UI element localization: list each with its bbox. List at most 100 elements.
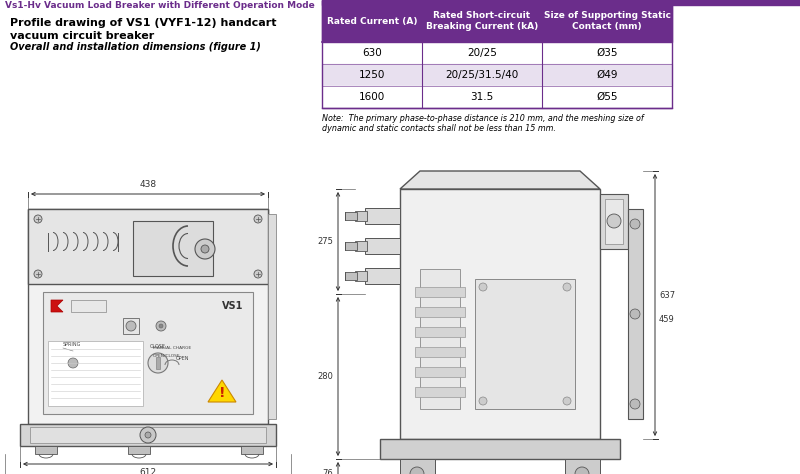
Bar bbox=[28, 209, 268, 284]
Bar bbox=[43, 292, 253, 414]
Bar bbox=[345, 212, 357, 220]
Bar bbox=[20, 424, 276, 446]
Bar bbox=[365, 238, 400, 254]
Bar bbox=[355, 211, 367, 221]
Text: Note:  The primary phase-to-phase distance is 210 mm, and the meshing size of
dy: Note: The primary phase-to-phase distanc… bbox=[322, 114, 644, 133]
Polygon shape bbox=[208, 380, 236, 402]
Bar bbox=[322, 0, 672, 108]
Bar bbox=[415, 327, 465, 337]
Bar bbox=[28, 209, 268, 424]
Text: SPRING: SPRING bbox=[63, 342, 82, 347]
Text: 459: 459 bbox=[659, 316, 674, 325]
Text: 275: 275 bbox=[317, 237, 333, 246]
Text: 31.5: 31.5 bbox=[470, 92, 494, 102]
Bar bbox=[241, 446, 263, 454]
Circle shape bbox=[575, 467, 589, 474]
Circle shape bbox=[410, 467, 424, 474]
Bar bbox=[365, 208, 400, 224]
Circle shape bbox=[140, 427, 156, 443]
Text: MANUAL CHARGE: MANUAL CHARGE bbox=[153, 346, 191, 350]
Text: 20/25: 20/25 bbox=[467, 48, 497, 58]
Bar bbox=[565, 459, 600, 474]
Text: 438: 438 bbox=[139, 180, 157, 189]
Bar bbox=[380, 439, 620, 459]
Text: CLOSE: CLOSE bbox=[150, 344, 166, 349]
Circle shape bbox=[159, 324, 163, 328]
Bar bbox=[415, 287, 465, 297]
Circle shape bbox=[607, 214, 621, 228]
Bar bbox=[133, 221, 213, 276]
Circle shape bbox=[156, 321, 166, 331]
Bar bbox=[605, 199, 623, 244]
Circle shape bbox=[34, 215, 42, 223]
Circle shape bbox=[61, 351, 85, 375]
Circle shape bbox=[34, 270, 42, 278]
Bar bbox=[35, 446, 57, 454]
Text: 1600: 1600 bbox=[359, 92, 385, 102]
Circle shape bbox=[479, 397, 487, 405]
Bar bbox=[365, 268, 400, 284]
Text: 612: 612 bbox=[139, 468, 157, 474]
Bar bbox=[400, 189, 600, 439]
Circle shape bbox=[195, 239, 215, 259]
Text: Profile drawing of VS1 (VYF1-12) handcart: Profile drawing of VS1 (VYF1-12) handcar… bbox=[10, 18, 277, 28]
Text: Size of Supporting Static
Contact (mm): Size of Supporting Static Contact (mm) bbox=[543, 11, 670, 31]
Text: !: ! bbox=[218, 386, 226, 400]
Text: Ø55: Ø55 bbox=[596, 92, 618, 102]
Bar bbox=[128, 446, 150, 454]
Text: Rated Short-circuit
Breaking Current (kA): Rated Short-circuit Breaking Current (kA… bbox=[426, 11, 538, 31]
Bar bbox=[71, 300, 106, 312]
Text: OPEN: OPEN bbox=[176, 356, 190, 361]
Circle shape bbox=[630, 399, 640, 409]
Bar bbox=[415, 347, 465, 357]
Bar bbox=[345, 272, 357, 280]
Bar bbox=[48, 341, 143, 406]
Text: Ø49: Ø49 bbox=[596, 70, 618, 80]
Bar bbox=[355, 271, 367, 281]
Bar bbox=[355, 241, 367, 251]
Bar bbox=[415, 367, 465, 377]
Circle shape bbox=[145, 432, 151, 438]
Bar bbox=[322, 0, 800, 5]
Circle shape bbox=[563, 397, 571, 405]
Bar bbox=[400, 459, 435, 474]
Text: 20/25/31.5/40: 20/25/31.5/40 bbox=[446, 70, 518, 80]
Text: 280: 280 bbox=[317, 372, 333, 381]
Circle shape bbox=[254, 215, 262, 223]
Circle shape bbox=[68, 358, 78, 368]
Bar bbox=[156, 357, 160, 369]
Bar bbox=[322, 42, 672, 64]
Bar bbox=[600, 194, 628, 249]
Text: VS1: VS1 bbox=[222, 301, 243, 311]
Polygon shape bbox=[51, 300, 63, 312]
Text: 1250: 1250 bbox=[359, 70, 385, 80]
Circle shape bbox=[479, 283, 487, 291]
Polygon shape bbox=[400, 171, 600, 189]
Bar bbox=[415, 307, 465, 317]
Text: 637: 637 bbox=[659, 291, 675, 300]
Circle shape bbox=[630, 309, 640, 319]
Bar bbox=[475, 279, 575, 409]
Circle shape bbox=[254, 270, 262, 278]
Text: vacuum circuit breaker: vacuum circuit breaker bbox=[10, 31, 154, 41]
Text: 76: 76 bbox=[322, 470, 333, 474]
Text: Ø35: Ø35 bbox=[596, 48, 618, 58]
Circle shape bbox=[630, 219, 640, 229]
Text: Rated Current (A): Rated Current (A) bbox=[326, 17, 418, 26]
Bar bbox=[322, 86, 672, 108]
Circle shape bbox=[201, 245, 209, 253]
Bar bbox=[628, 209, 643, 419]
Text: OPEN/CLOSE: OPEN/CLOSE bbox=[153, 354, 181, 358]
Bar bbox=[322, 0, 672, 42]
Bar bbox=[345, 242, 357, 250]
Text: Vs1-Hv Vacuum Load Breaker with Different Operation Mode: Vs1-Hv Vacuum Load Breaker with Differen… bbox=[5, 1, 315, 10]
Circle shape bbox=[148, 353, 168, 373]
Bar bbox=[322, 64, 672, 86]
Circle shape bbox=[126, 321, 136, 331]
Bar bbox=[420, 269, 460, 409]
Bar bbox=[415, 387, 465, 397]
Text: Overall and installation dimensions (figure 1): Overall and installation dimensions (fig… bbox=[10, 42, 261, 52]
Bar bbox=[268, 214, 276, 419]
Bar bbox=[30, 427, 266, 443]
Text: 630: 630 bbox=[362, 48, 382, 58]
